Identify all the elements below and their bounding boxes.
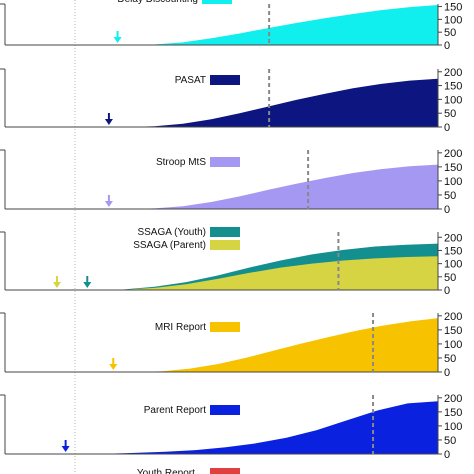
y-tick-label: 50 — [444, 272, 456, 284]
y-tick-label: 100 — [444, 14, 462, 26]
legend-swatch — [210, 157, 240, 167]
down-arrow-icon — [83, 282, 92, 288]
y-tick-label: 0 — [444, 367, 450, 379]
y-tick-label: 200 — [444, 311, 462, 323]
y-tick-label: 50 — [444, 190, 456, 202]
legend-swatch — [210, 468, 240, 474]
y-tick-label: 200 — [444, 67, 462, 79]
y-tick-label: 0 — [444, 40, 450, 52]
y-tick-label: 100 — [444, 339, 462, 351]
legend-swatch — [202, 0, 232, 4]
y-tick-label: 200 — [444, 232, 462, 244]
legend-label: Youth Report ... — [137, 468, 206, 474]
down-arrow-icon — [109, 364, 118, 370]
area-series-2 — [91, 256, 438, 290]
chart-panel-6: 0 50 100 150 200 Parent Report — [0, 393, 462, 461]
y-tick-label: 0 — [444, 449, 450, 461]
area-series-1 — [126, 78, 438, 127]
y-tick-label: 100 — [444, 421, 462, 433]
y-tick-label: 150 — [444, 325, 462, 337]
area-series-1 — [126, 164, 438, 209]
area-series-1 — [126, 5, 438, 45]
y-tick-label: 0 — [444, 285, 450, 297]
y-tick-label: 0 — [444, 204, 450, 216]
chart-panel-5: 0 50 100 150 200 MRI Report — [0, 311, 462, 379]
area-series-1 — [74, 401, 438, 454]
y-tick-label: 50 — [444, 435, 456, 447]
y-tick-label: 150 — [444, 245, 462, 257]
legend-swatch — [210, 75, 240, 85]
down-arrow-icon — [104, 201, 113, 207]
legend-label: PASAT — [175, 75, 206, 86]
legend-swatch — [210, 322, 240, 332]
chart-panel-7: Youth Report ... — [137, 468, 240, 474]
down-arrow-icon — [104, 119, 113, 125]
y-tick-label: 100 — [444, 259, 462, 271]
y-tick-label: 150 — [444, 407, 462, 419]
y-tick-label: 200 — [444, 148, 462, 160]
legend-label: SSAGA (Youth) — [137, 227, 206, 238]
y-tick-label: 100 — [444, 176, 462, 188]
y-tick-label: 0 — [444, 122, 450, 134]
y-tick-label: 100 — [444, 94, 462, 106]
down-arrow-icon — [61, 446, 70, 452]
legend-swatch — [210, 405, 240, 415]
legend-label: Parent Report — [144, 405, 206, 416]
area-series-1 — [134, 318, 438, 372]
legend-swatch — [210, 227, 240, 237]
y-tick-label: 150 — [444, 81, 462, 93]
y-tick-label: 50 — [444, 353, 456, 365]
legend-label: SSAGA (Parent) — [133, 240, 206, 251]
down-arrow-icon — [52, 282, 61, 288]
y-tick-label: 50 — [444, 27, 456, 39]
legend-label: MRI Report — [155, 322, 206, 333]
legend-swatch — [210, 240, 240, 250]
legend-label: Delay Discounting — [117, 0, 198, 5]
down-arrow-icon — [113, 37, 122, 43]
y-tick-label: 200 — [444, 393, 462, 405]
y-tick-label: 150 — [444, 2, 462, 14]
y-tick-label: 150 — [444, 162, 462, 174]
chart-panel-3: 0 50 100 150 200 Stroop MtS — [0, 148, 462, 216]
legend-label: Stroop MtS — [156, 157, 206, 168]
y-tick-label: 50 — [444, 108, 456, 120]
